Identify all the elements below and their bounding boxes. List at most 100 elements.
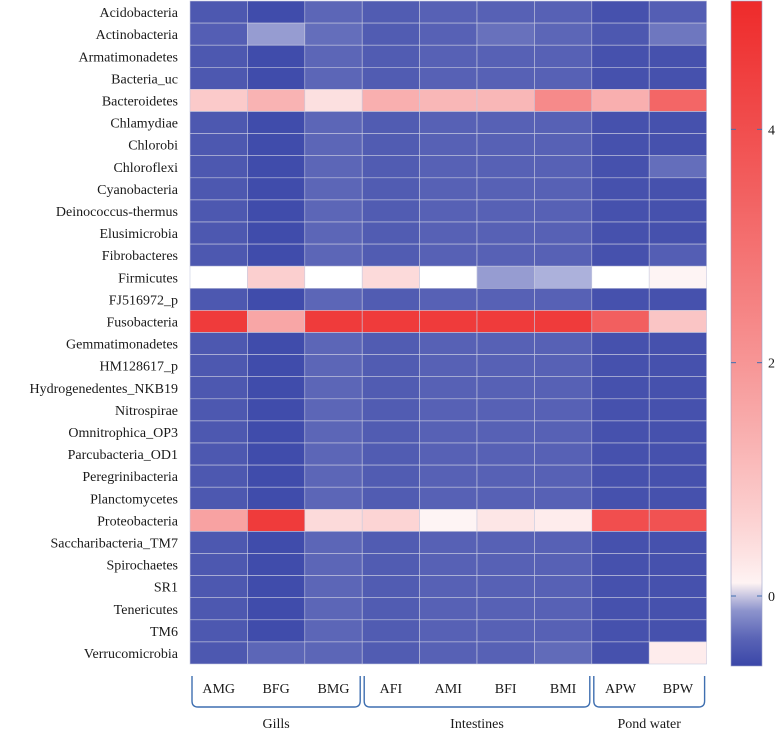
heatmap-cell (361, 354, 420, 378)
heatmap-cell (648, 133, 707, 157)
heatmap-cell (189, 332, 248, 355)
heatmap-cell (247, 265, 306, 289)
heatmap-cell (304, 597, 363, 621)
heatmap-cell (189, 619, 248, 643)
heatmap-cell (304, 67, 363, 90)
heatmap-cell (591, 67, 650, 90)
heatmap-cell (247, 531, 306, 554)
heatmap-cell (591, 420, 650, 444)
heatmap-cell (247, 332, 306, 355)
heatmap-cell (419, 464, 478, 488)
heatmap-cell (476, 508, 535, 532)
heatmap-cell (648, 0, 707, 24)
heatmap-cell (419, 486, 478, 510)
heatmap-cell (361, 22, 420, 46)
heatmap-cell (247, 597, 306, 621)
heatmap-cell (419, 265, 478, 289)
heatmap-cell (591, 597, 650, 621)
heatmap-cell (189, 354, 248, 378)
heatmap-cell (419, 0, 478, 24)
heatmap-cell (534, 442, 593, 466)
heatmap-cell (476, 354, 535, 378)
heatmap-cell (534, 310, 593, 333)
heatmap-cell (247, 464, 306, 488)
heatmap-cell (361, 597, 420, 621)
colorbar: 0 2 4 (730, 0, 775, 667)
heatmap-cell (648, 67, 707, 90)
heatmap-cell (591, 89, 650, 112)
heatmap-cell (476, 287, 535, 311)
heatmap-cell (304, 199, 363, 223)
column-label: BMG (318, 682, 350, 697)
heatmap-cell (648, 155, 707, 179)
heatmap-cell (419, 111, 478, 134)
colorbar-tick-label: 4 (768, 123, 775, 138)
heatmap-cell (476, 464, 535, 488)
heatmap-cell (419, 89, 478, 112)
heatmap-cell (247, 486, 306, 510)
heatmap-cell (247, 243, 306, 267)
colorbar-ticks: 0 2 4 (731, 123, 775, 605)
group-label: Intestines (450, 717, 504, 729)
heatmap-cell (189, 420, 248, 444)
heatmap-cell (476, 398, 535, 422)
heatmap-cell (189, 67, 248, 90)
heatmap-cell (361, 265, 420, 289)
heatmap-cell (648, 310, 707, 333)
heatmap-cell (534, 243, 593, 267)
heatmap-cell (476, 133, 535, 157)
heatmap-cell (591, 221, 650, 245)
heatmap-cell (361, 133, 420, 157)
column-label: AMG (202, 682, 235, 697)
heatmap-cell (361, 420, 420, 444)
heatmap-cell (591, 619, 650, 643)
heatmap-cell (189, 221, 248, 245)
heatmap-cell (361, 553, 420, 576)
heatmap-cell (189, 553, 248, 576)
heatmap-cell (304, 221, 363, 245)
heatmap-cell (534, 0, 593, 24)
heatmap-cell (189, 486, 248, 510)
heatmap-cell (361, 531, 420, 554)
row-label: Chloroflexi (113, 161, 178, 176)
heatmap-cell (361, 111, 420, 134)
heatmap-cell (304, 420, 363, 444)
heatmap-cell (648, 199, 707, 223)
row-label: Cyanobacteria (97, 183, 179, 198)
row-label: Deinococcus-thermus (56, 205, 178, 220)
heatmap-cell (419, 376, 478, 400)
row-label: Chlorobi (128, 139, 178, 154)
heatmap-cell (591, 199, 650, 223)
heatmap-cell (476, 619, 535, 643)
heatmap-cell (247, 553, 306, 576)
heatmap-cell (304, 464, 363, 488)
row-label: Bacteroidetes (102, 94, 178, 109)
heatmap-cell (189, 597, 248, 621)
heatmap-cell (189, 111, 248, 134)
heatmap-cell (534, 508, 593, 532)
heatmap-cell (304, 22, 363, 46)
row-label: Nitrospirae (115, 404, 178, 419)
row-label: Acidobacteria (99, 6, 178, 21)
heatmap-cell (247, 133, 306, 157)
heatmap-cell (419, 597, 478, 621)
column-label: BFI (495, 682, 517, 697)
heatmap-cell (648, 22, 707, 46)
heatmap-cell (419, 221, 478, 245)
row-label: Actinobacteria (96, 28, 179, 43)
heatmap-cell (247, 199, 306, 223)
heatmap-cell (591, 310, 650, 333)
heatmap-cell (591, 243, 650, 267)
heatmap-cell (419, 553, 478, 576)
heatmap-cell (591, 641, 650, 665)
heatmap-cell (304, 177, 363, 201)
heatmap-cell (591, 111, 650, 134)
heatmap-cell (476, 22, 535, 46)
row-label: Fusobacteria (106, 315, 178, 330)
row-label: Verrucomicrobia (84, 647, 179, 662)
heatmap-cell (304, 531, 363, 554)
heatmap-cell (189, 398, 248, 422)
heatmap-cell (247, 398, 306, 422)
heatmap-cell (304, 133, 363, 157)
